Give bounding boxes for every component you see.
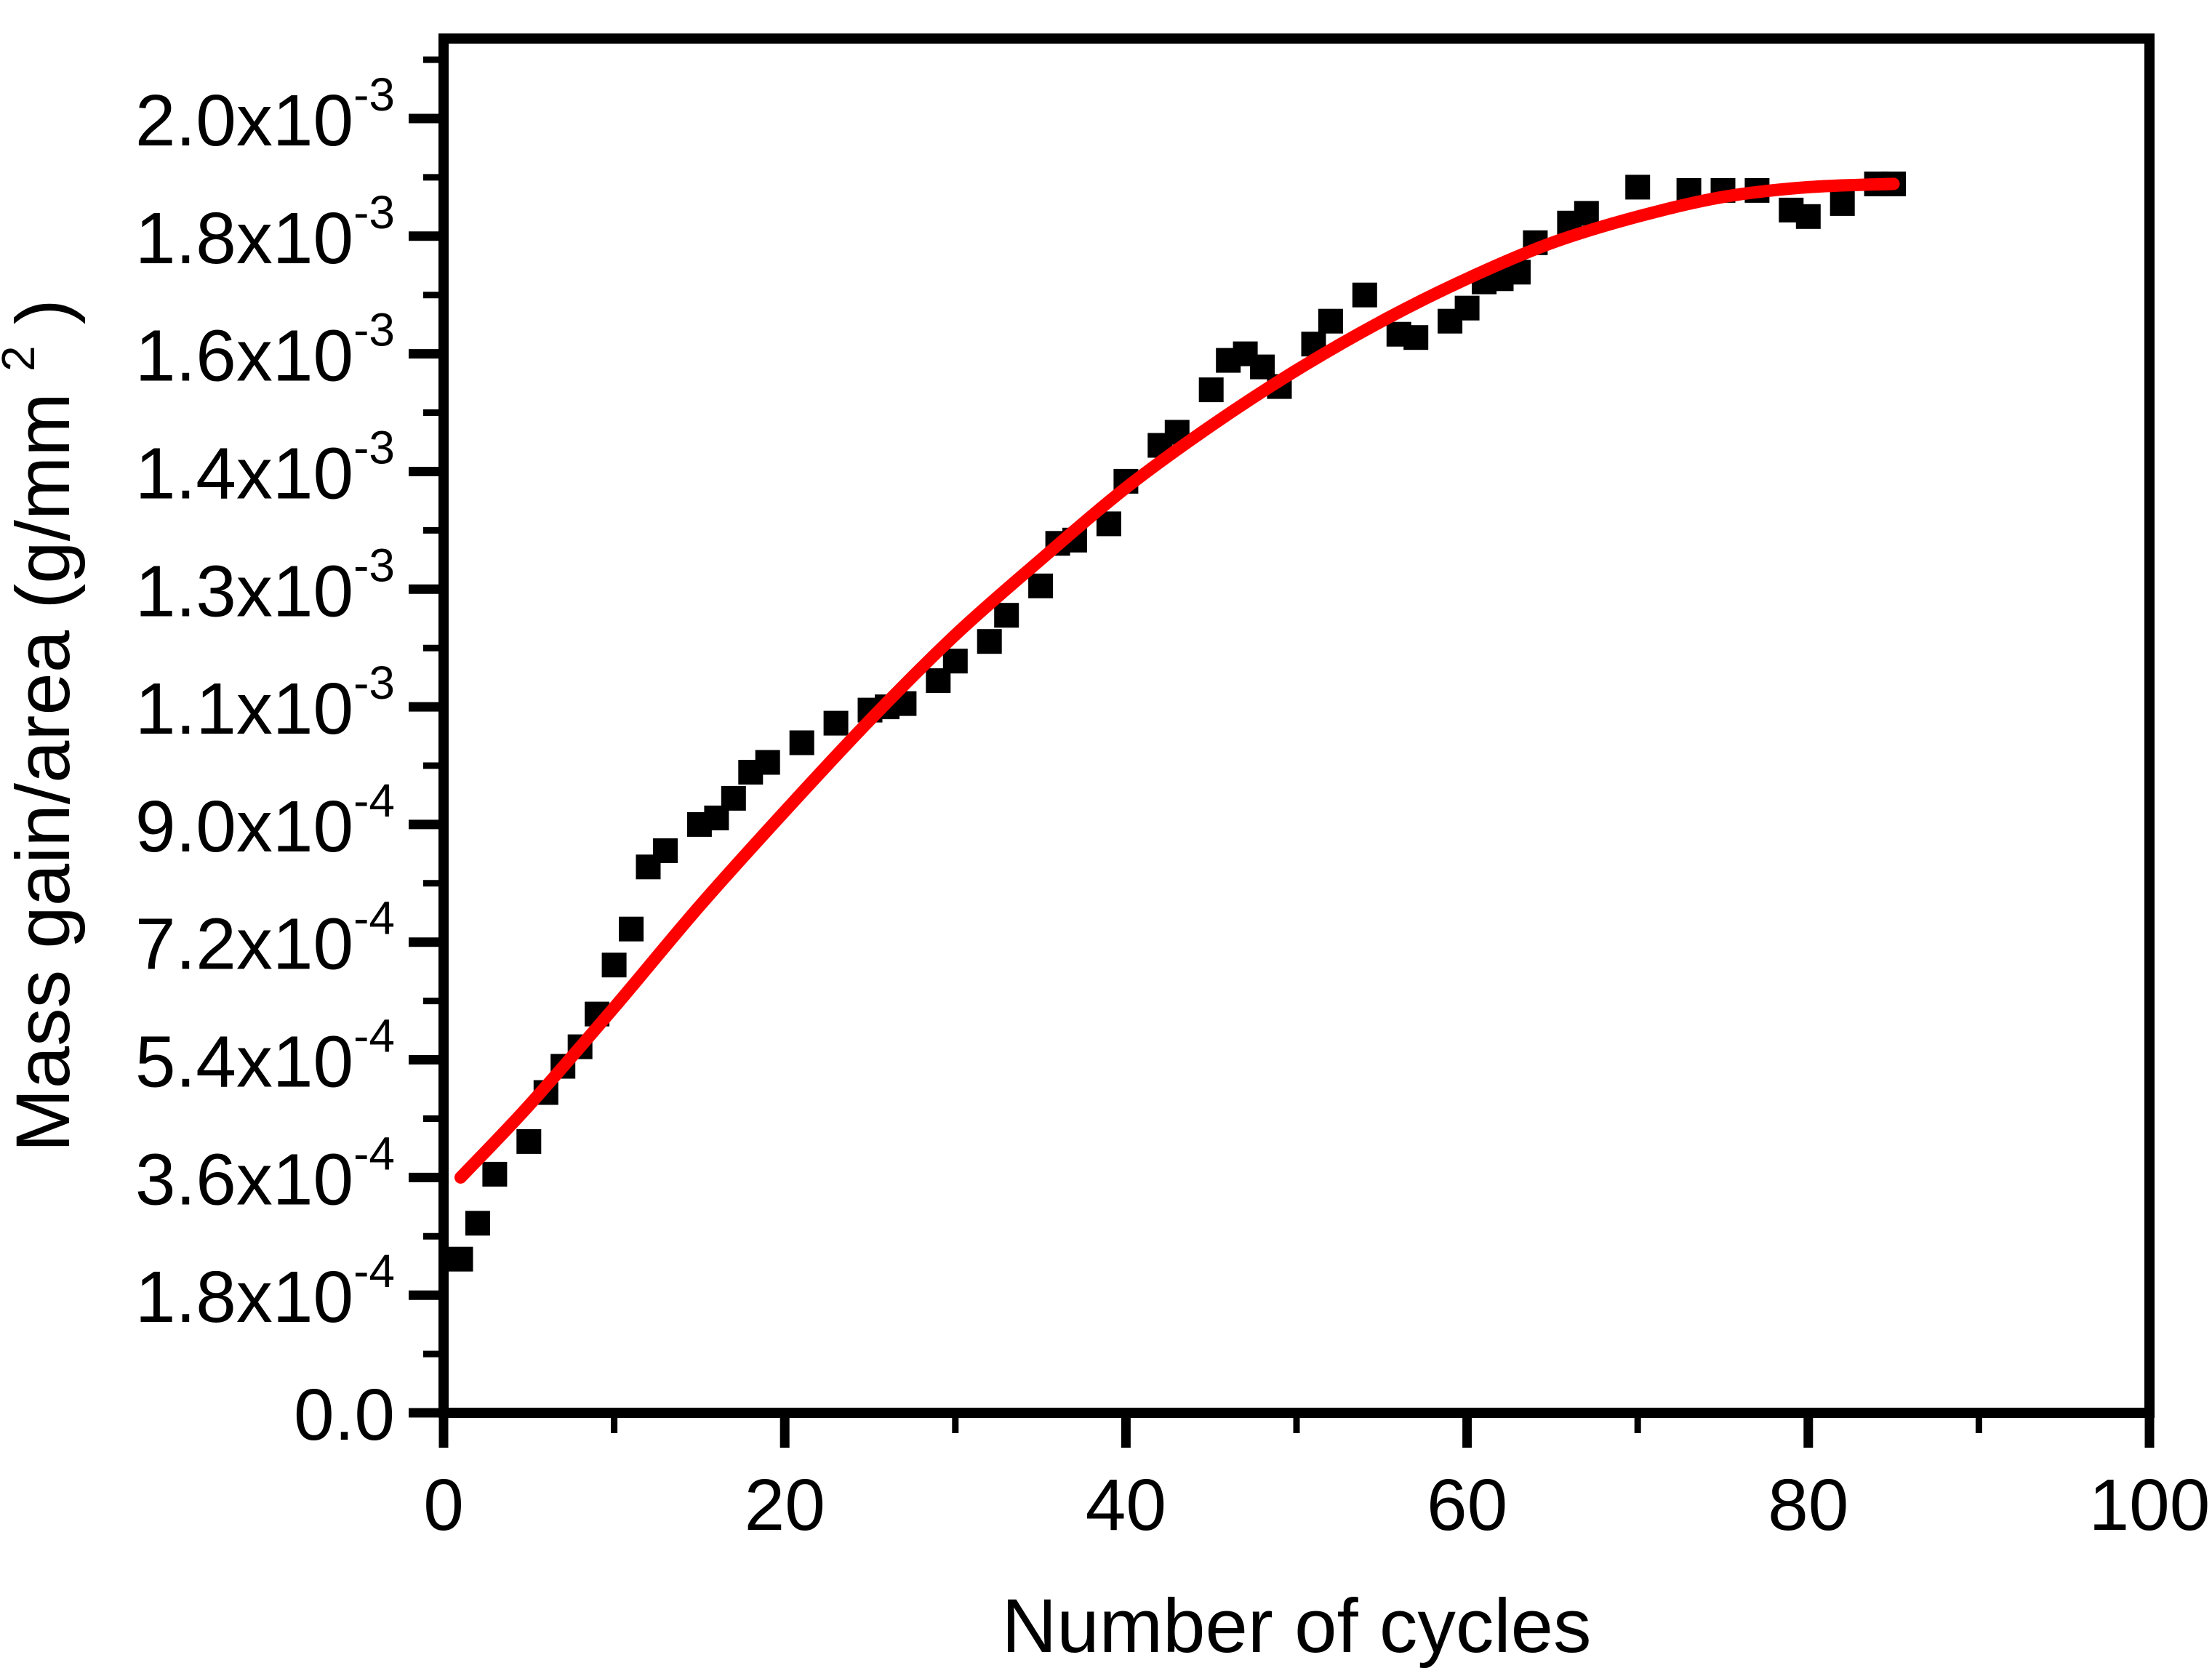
y-tick-label-mantissa: 9.0x10 bbox=[135, 786, 353, 867]
y-tick-label-exponent: -3 bbox=[353, 68, 395, 121]
y-tick-label-mantissa: 1.3x10 bbox=[135, 550, 353, 632]
x-tick-label: 40 bbox=[1086, 1464, 1166, 1546]
data-point bbox=[619, 916, 644, 942]
data-point bbox=[482, 1161, 508, 1187]
data-point bbox=[977, 629, 1002, 654]
y-tick-label-exponent: -4 bbox=[353, 1245, 395, 1297]
data-point bbox=[1318, 308, 1343, 334]
data-point bbox=[1198, 377, 1224, 403]
y-tick-label-mantissa: 1.4x10 bbox=[135, 433, 353, 515]
data-point bbox=[1830, 191, 1855, 216]
y-axis-title-superscript: 2 bbox=[0, 345, 44, 372]
y-tick-label-exponent: -3 bbox=[353, 304, 395, 356]
y-tick-label-exponent: -3 bbox=[353, 539, 395, 591]
y-tick-label: 1.4x10-3 bbox=[135, 422, 395, 515]
data-point bbox=[942, 649, 968, 674]
y-tick-label: 1.8x10-4 bbox=[135, 1245, 395, 1338]
y-tick-label-mantissa: 1.8x10 bbox=[135, 1256, 353, 1338]
y-tick-label-exponent: -4 bbox=[353, 1010, 395, 1062]
y-tick-label-mantissa: 1.8x10 bbox=[135, 198, 353, 279]
data-point bbox=[465, 1211, 490, 1236]
x-axis-title: Number of cycles bbox=[1001, 1584, 1591, 1669]
y-tick-label-mantissa: 3.6x10 bbox=[135, 1139, 353, 1220]
data-point bbox=[823, 710, 849, 736]
data-point bbox=[601, 953, 627, 978]
data-point bbox=[1028, 573, 1054, 598]
y-tick-label: 1.8x10-3 bbox=[135, 186, 395, 279]
x-tick-label: 60 bbox=[1427, 1464, 1507, 1546]
fit-curve bbox=[454, 177, 1900, 1184]
data-point bbox=[1403, 325, 1429, 350]
y-tick-label: 1.6x10-3 bbox=[135, 304, 395, 397]
y-axis-title: Mass gain/area (g/mm 2 ) bbox=[0, 299, 86, 1152]
y-tick-label: 9.0x10-4 bbox=[135, 774, 395, 867]
y-tick-label: 1.1x10-3 bbox=[135, 657, 395, 750]
y-tick-label-mantissa: 1.6x10 bbox=[135, 316, 353, 397]
y-tick-label: 0.0 bbox=[294, 1374, 395, 1456]
data-point bbox=[721, 785, 746, 811]
data-point bbox=[755, 750, 780, 775]
axis-ticks bbox=[409, 56, 2155, 1448]
y-tick-label-mantissa: 1.1x10 bbox=[135, 668, 353, 750]
data-point bbox=[1574, 201, 1599, 226]
y-tick-label-exponent: -3 bbox=[353, 657, 395, 709]
y-tick-label: 5.4x10-4 bbox=[135, 1010, 395, 1103]
data-point bbox=[994, 603, 1019, 628]
data-point bbox=[448, 1246, 473, 1272]
y-tick-label: 1.3x10-3 bbox=[135, 539, 395, 632]
y-tick-label-exponent: -3 bbox=[353, 422, 395, 474]
y-tick-label-exponent: -4 bbox=[353, 892, 395, 945]
data-point bbox=[1625, 175, 1651, 200]
y-tick-label-exponent: -4 bbox=[353, 1127, 395, 1179]
x-tick-label: 20 bbox=[745, 1464, 825, 1546]
x-tick-label: 0 bbox=[423, 1464, 464, 1546]
data-point bbox=[1352, 282, 1377, 308]
y-tick-label: 2.0x10-3 bbox=[135, 68, 395, 161]
data-point bbox=[1454, 295, 1480, 321]
y-tick-label-exponent: -3 bbox=[353, 186, 395, 238]
y-axis-title-close: ) bbox=[1, 299, 86, 324]
y-tick-label-mantissa: 7.2x10 bbox=[135, 904, 353, 985]
x-tick-label: 80 bbox=[1768, 1464, 1848, 1546]
y-tick-label-mantissa: 5.4x10 bbox=[135, 1022, 353, 1103]
data-point bbox=[516, 1128, 542, 1154]
y-tick-label: 3.6x10-4 bbox=[135, 1127, 395, 1220]
y-tick-labels: 0.01.8x10-43.6x10-45.4x10-47.2x10-49.0x1… bbox=[135, 68, 395, 1456]
y-axis-title-main: Mass gain/area (g/mm bbox=[1, 393, 86, 1152]
data-point bbox=[653, 838, 678, 863]
y-tick-label-mantissa: 0.0 bbox=[294, 1374, 395, 1456]
data-point bbox=[789, 730, 814, 755]
y-tick-label-mantissa: 2.0x10 bbox=[135, 80, 353, 161]
y-tick-label-exponent: -4 bbox=[353, 774, 395, 827]
plot-frame bbox=[438, 33, 2155, 1418]
scatter-series bbox=[448, 171, 1907, 1272]
y-tick-label: 7.2x10-4 bbox=[135, 892, 395, 985]
x-tick-labels: 0 20 40 60 80 100 bbox=[423, 1464, 2210, 1546]
data-point bbox=[1795, 204, 1821, 229]
x-tick-label: 100 bbox=[2089, 1464, 2211, 1546]
